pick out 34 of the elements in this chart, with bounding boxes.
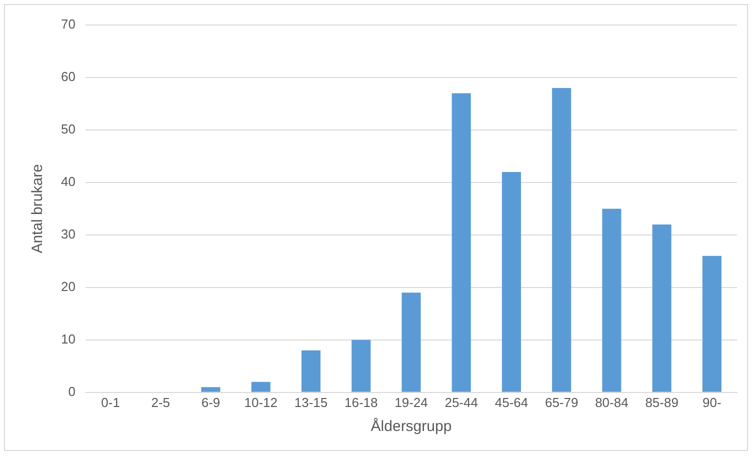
x-tick-label: 13-15 [294, 394, 328, 410]
bar [251, 382, 270, 392]
y-tick-label: 0 [68, 384, 76, 399]
y-tick-label: 30 [60, 226, 76, 242]
y-tick-label: 40 [60, 174, 76, 190]
x-tick-label: 10-12 [244, 394, 278, 410]
bar [502, 172, 521, 392]
bar [352, 340, 371, 392]
bar [201, 387, 220, 392]
x-tick-label: 0-1 [101, 394, 120, 410]
x-tick-label: 80-84 [595, 394, 628, 410]
y-tick-label: 20 [60, 279, 76, 294]
bar [702, 256, 722, 392]
x-tick-label: 6-9 [201, 394, 220, 410]
x-axis-title: Åldersgrupp [370, 417, 452, 436]
y-tick-label: 60 [60, 69, 76, 84]
x-tick-label: 65-79 [544, 394, 578, 410]
x-tick-label: 19-24 [394, 394, 428, 410]
bar [552, 88, 572, 392]
y-tick-label: 10 [60, 331, 76, 346]
bar [301, 350, 321, 392]
bar [602, 208, 622, 392]
bar [402, 292, 421, 392]
x-tick-label: 45-64 [494, 394, 528, 410]
bar [652, 224, 672, 392]
x-tick-label: 85-89 [645, 394, 678, 410]
y-tick-label: 70 [60, 16, 76, 32]
bar [452, 93, 471, 392]
x-tick-label: 16-18 [344, 394, 378, 410]
x-tick-label: 90- [702, 394, 722, 410]
y-axis-title: Antal brukare [29, 164, 46, 254]
y-tick-label: 50 [60, 122, 76, 137]
x-tick-label: 25-44 [444, 394, 478, 410]
x-tick-label: 2-5 [151, 394, 170, 410]
